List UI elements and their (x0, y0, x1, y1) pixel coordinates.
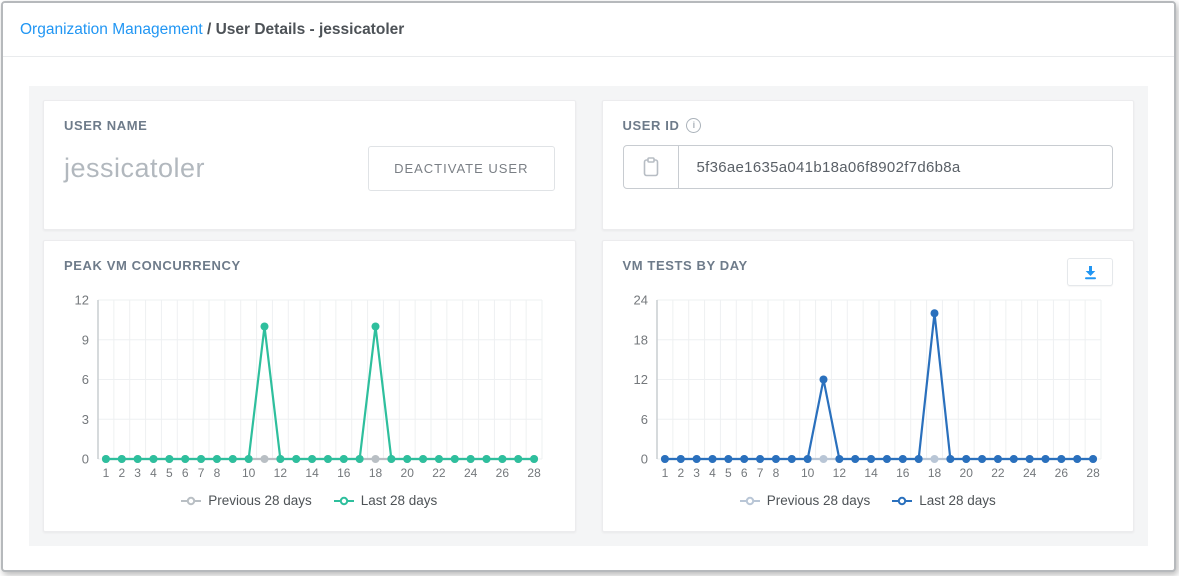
copy-to-clipboard-button[interactable] (624, 146, 679, 188)
breadcrumb-link-organization-management[interactable]: Organization Management (20, 20, 203, 38)
svg-text:4: 4 (150, 466, 157, 480)
peak-vm-concurrency-chart: 0 3 6 9 12 1 2 3 4 5 6 7 8 10 12 14 16 18 20 22 24 26 28 (64, 290, 555, 491)
svg-text:14: 14 (864, 466, 878, 480)
legend-marker-icon (892, 496, 913, 505)
svg-text:1: 1 (661, 466, 668, 480)
legend-item[interactable]: Last 28 days (892, 493, 996, 508)
svg-text:9: 9 (82, 332, 89, 347)
svg-text:12: 12 (75, 293, 89, 308)
svg-text:4: 4 (709, 466, 716, 480)
download-icon (1083, 265, 1098, 280)
svg-text:0: 0 (640, 452, 647, 467)
svg-text:24: 24 (464, 466, 478, 480)
legend-marker-icon (333, 496, 354, 505)
breadcrumb: Organization Management / User Details -… (3, 3, 1174, 57)
svg-text:16: 16 (896, 466, 910, 480)
user-name-label: USER NAME (64, 118, 148, 133)
vm-tests-by-day-chart: 0 6 12 18 24 1 2 3 4 5 6 7 8 10 12 14 16 18 20 22 24 26 28 (623, 290, 1114, 491)
svg-text:2: 2 (677, 466, 684, 480)
svg-text:20: 20 (959, 466, 973, 480)
svg-text:7: 7 (756, 466, 763, 480)
deactivate-user-button[interactable]: DEACTIVATE USER (368, 146, 555, 191)
svg-text:28: 28 (1086, 466, 1100, 480)
svg-text:8: 8 (772, 466, 779, 480)
svg-text:8: 8 (214, 466, 221, 480)
svg-text:26: 26 (496, 466, 510, 480)
breadcrumb-separator: / (202, 20, 216, 38)
peak-vm-concurrency-legend: Previous 28 days Last 28 days (64, 493, 555, 508)
svg-text:18: 18 (927, 466, 941, 480)
svg-text:20: 20 (401, 466, 415, 480)
legend-label: Last 28 days (360, 493, 438, 508)
svg-text:3: 3 (693, 466, 700, 480)
clipboard-icon (643, 157, 659, 177)
vm-tests-by-day-legend: Previous 28 days Last 28 days (623, 493, 1114, 508)
user-id-label: USER ID (622, 118, 680, 133)
vm-tests-by-day-title: VM TESTS BY DAY (622, 258, 748, 273)
svg-text:12: 12 (633, 372, 647, 387)
svg-text:6: 6 (740, 466, 747, 480)
legend-label: Previous 28 days (208, 493, 312, 508)
legend-item[interactable]: Previous 28 days (739, 493, 871, 508)
legend-marker-icon (181, 496, 202, 505)
svg-text:26: 26 (1054, 466, 1068, 480)
svg-text:22: 22 (432, 466, 446, 480)
user-name-value: jessicatoler (64, 153, 206, 183)
svg-text:3: 3 (82, 412, 89, 427)
user-id-card: USER ID i 5f36ae1635a041b18a06f8902f7d6b… (601, 100, 1134, 230)
legend-item[interactable]: Last 28 days (333, 493, 438, 508)
svg-text:14: 14 (305, 466, 319, 480)
svg-text:6: 6 (82, 372, 89, 387)
svg-text:10: 10 (242, 466, 256, 480)
svg-text:12: 12 (274, 466, 288, 480)
svg-text:28: 28 (527, 466, 541, 480)
svg-text:16: 16 (337, 466, 351, 480)
legend-label: Last 28 days (919, 493, 996, 508)
svg-text:18: 18 (369, 466, 383, 480)
svg-text:5: 5 (166, 466, 173, 480)
svg-text:0: 0 (82, 452, 89, 467)
user-id-value: 5f36ae1635a041b18a06f8902f7d6b8a (696, 158, 961, 176)
svg-text:24: 24 (633, 293, 647, 308)
svg-text:3: 3 (134, 466, 141, 480)
peak-vm-concurrency-title: PEAK VM CONCURRENCY (64, 258, 241, 273)
svg-text:2: 2 (118, 466, 125, 480)
svg-text:6: 6 (182, 466, 189, 480)
svg-text:22: 22 (991, 466, 1005, 480)
svg-text:7: 7 (198, 466, 205, 480)
legend-marker-icon (739, 496, 760, 505)
legend-label: Previous 28 days (766, 493, 871, 508)
svg-text:1: 1 (103, 466, 110, 480)
user-name-card: USER NAME jessicatoler DEACTIVATE USER (43, 100, 576, 230)
svg-text:18: 18 (633, 332, 647, 347)
breadcrumb-current: User Details - jessicatoler (215, 20, 405, 38)
vm-tests-by-day-card: VM TESTS BY DAY 0 6 12 18 24 1 2 3 4 5 6 7 8 10 12 14 16 (601, 240, 1134, 532)
svg-text:12: 12 (832, 466, 846, 480)
user-id-field: 5f36ae1635a041b18a06f8902f7d6b8a (622, 145, 1113, 189)
svg-text:5: 5 (725, 466, 732, 480)
svg-text:6: 6 (640, 412, 647, 427)
content-panel: USER NAME jessicatoler DEACTIVATE USER U… (29, 86, 1148, 546)
svg-text:24: 24 (1022, 466, 1036, 480)
legend-item[interactable]: Previous 28 days (181, 493, 312, 508)
svg-text:10: 10 (800, 466, 814, 480)
download-button[interactable] (1067, 258, 1113, 286)
info-icon[interactable]: i (686, 118, 702, 133)
peak-vm-concurrency-card: PEAK VM CONCURRENCY 0 3 6 9 12 1 2 3 4 5 6 7 8 10 12 14… (43, 240, 576, 532)
